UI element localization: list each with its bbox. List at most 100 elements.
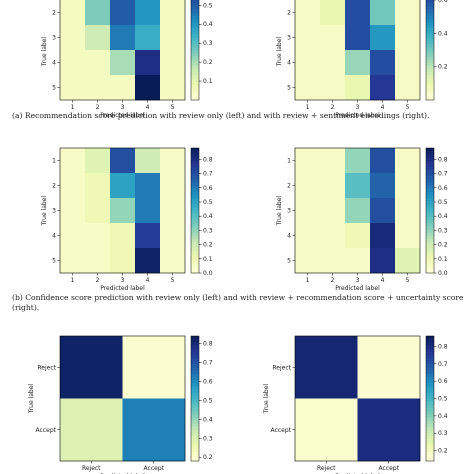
heatmap-cell (395, 25, 421, 51)
colorbar-segment (426, 251, 434, 255)
colorbar-segment (191, 445, 199, 449)
x-axis-label: Predicted label (335, 112, 380, 119)
colorbar-segment (191, 25, 199, 29)
colorbar-frame (425, 147, 435, 274)
colorbar-segment (426, 6, 434, 10)
colorbar-segment (191, 229, 199, 233)
y-axis-label: True label (41, 196, 48, 226)
heatmap-cell (295, 148, 321, 174)
colorbar-frame (190, 0, 200, 101)
colorbar-segment (426, 28, 434, 32)
colorbar-segment (191, 3, 199, 7)
y-tick-label: 5 (52, 85, 56, 92)
colorbar-segment (426, 241, 434, 246)
heatmap-cell (135, 75, 161, 101)
colorbar-segment (426, 198, 434, 202)
colorbar-segment (191, 411, 199, 415)
y-axis-label: True label (276, 37, 283, 67)
colorbar-segment (191, 68, 199, 73)
colorbar-segment (191, 160, 199, 164)
colorbar-segment (191, 269, 199, 274)
colorbar-tick-label: 0.3 (438, 227, 448, 234)
colorbar-segment (426, 96, 434, 101)
colorbar-segment (191, 207, 199, 211)
colorbar-segment (191, 364, 199, 368)
colorbar-segment (426, 454, 434, 459)
y-tick-label: 4 (287, 60, 291, 67)
y-tick-label: 1 (52, 158, 56, 165)
heatmap-cell (345, 248, 371, 274)
colorbar-segment (191, 56, 199, 60)
colorbar-segment (191, 46, 199, 51)
colorbar-segment (191, 345, 199, 349)
heatmap-cell (370, 148, 396, 174)
colorbar-tick-label: 0.3 (203, 435, 213, 442)
colorbar-segment (426, 407, 434, 412)
x-tick-label: 2 (96, 277, 100, 284)
colorbar-segment (191, 37, 199, 41)
heatmap-cell (395, 198, 421, 224)
colorbar-segment (426, 226, 434, 230)
colorbar-segment (191, 90, 199, 95)
colorbar-segment (191, 173, 199, 177)
colorbar-segment (426, 238, 434, 243)
heatmap-cell (295, 398, 358, 462)
colorbar-segment (426, 401, 434, 406)
colorbar-segment (426, 436, 434, 440)
y-tick-label: 4 (52, 233, 56, 240)
x-axis-label: Predicted label (100, 112, 145, 119)
colorbar-segment (191, 238, 199, 243)
colorbar-segment (426, 254, 434, 258)
heatmap-cell (295, 198, 321, 224)
colorbar-segment (191, 84, 199, 88)
colorbar-tick-label: 0.4 (438, 413, 448, 420)
heatmap-cell (110, 75, 136, 101)
colorbar-segment (191, 157, 199, 161)
heatmap-cell (370, 248, 396, 274)
colorbar-tick-label: 0.2 (438, 242, 448, 249)
colorbar-segment (191, 348, 199, 352)
colorbar-tick-label: 0.1 (203, 78, 213, 85)
colorbar-segment (191, 226, 199, 230)
colorbar-segment (191, 235, 199, 239)
colorbar-segment (426, 50, 434, 54)
colorbar-segment (426, 56, 434, 60)
colorbar-segment (426, 204, 434, 208)
colorbar-segment (191, 201, 199, 205)
colorbar-segment (191, 382, 199, 387)
heatmap-cell (60, 25, 86, 51)
x-tick-label: 1 (306, 104, 310, 111)
colorbar-frame (190, 335, 200, 462)
colorbar-segment (191, 414, 199, 418)
colorbar-segment (191, 376, 199, 381)
colorbar-segment (426, 426, 434, 431)
colorbar-tick-label: 0.8 (438, 343, 448, 350)
colorbar-segment (426, 432, 434, 437)
colorbar-tick-label: 0.2 (203, 59, 213, 66)
colorbar-segment (426, 370, 434, 374)
colorbar-segment (191, 429, 199, 434)
colorbar-segment (426, 445, 434, 449)
y-axis-label: True label (276, 196, 283, 226)
colorbar-segment (191, 398, 199, 402)
colorbar-segment (426, 448, 434, 452)
heatmap-cell (395, 173, 421, 199)
heatmap-cell (295, 50, 321, 76)
colorbar-segment (426, 84, 434, 88)
colorbar-segment (191, 198, 199, 202)
heatmap-cell (160, 248, 186, 274)
colorbar-segment (191, 457, 199, 462)
colorbar-tick-label: 0.4 (203, 416, 213, 423)
heatmap-cell (135, 148, 161, 174)
colorbar-segment (426, 25, 434, 29)
colorbar-segment (426, 354, 434, 359)
colorbar-segment (426, 68, 434, 73)
colorbar-segment (191, 50, 199, 54)
colorbar-segment (426, 429, 434, 434)
colorbar-segment (191, 169, 199, 174)
colorbar-tick-label: 0.4 (203, 213, 213, 220)
colorbar-segment (191, 266, 199, 271)
colorbar-segment (426, 248, 434, 252)
heatmap-cell (85, 223, 111, 249)
colorbar-tick-label: 0.0 (203, 270, 213, 277)
